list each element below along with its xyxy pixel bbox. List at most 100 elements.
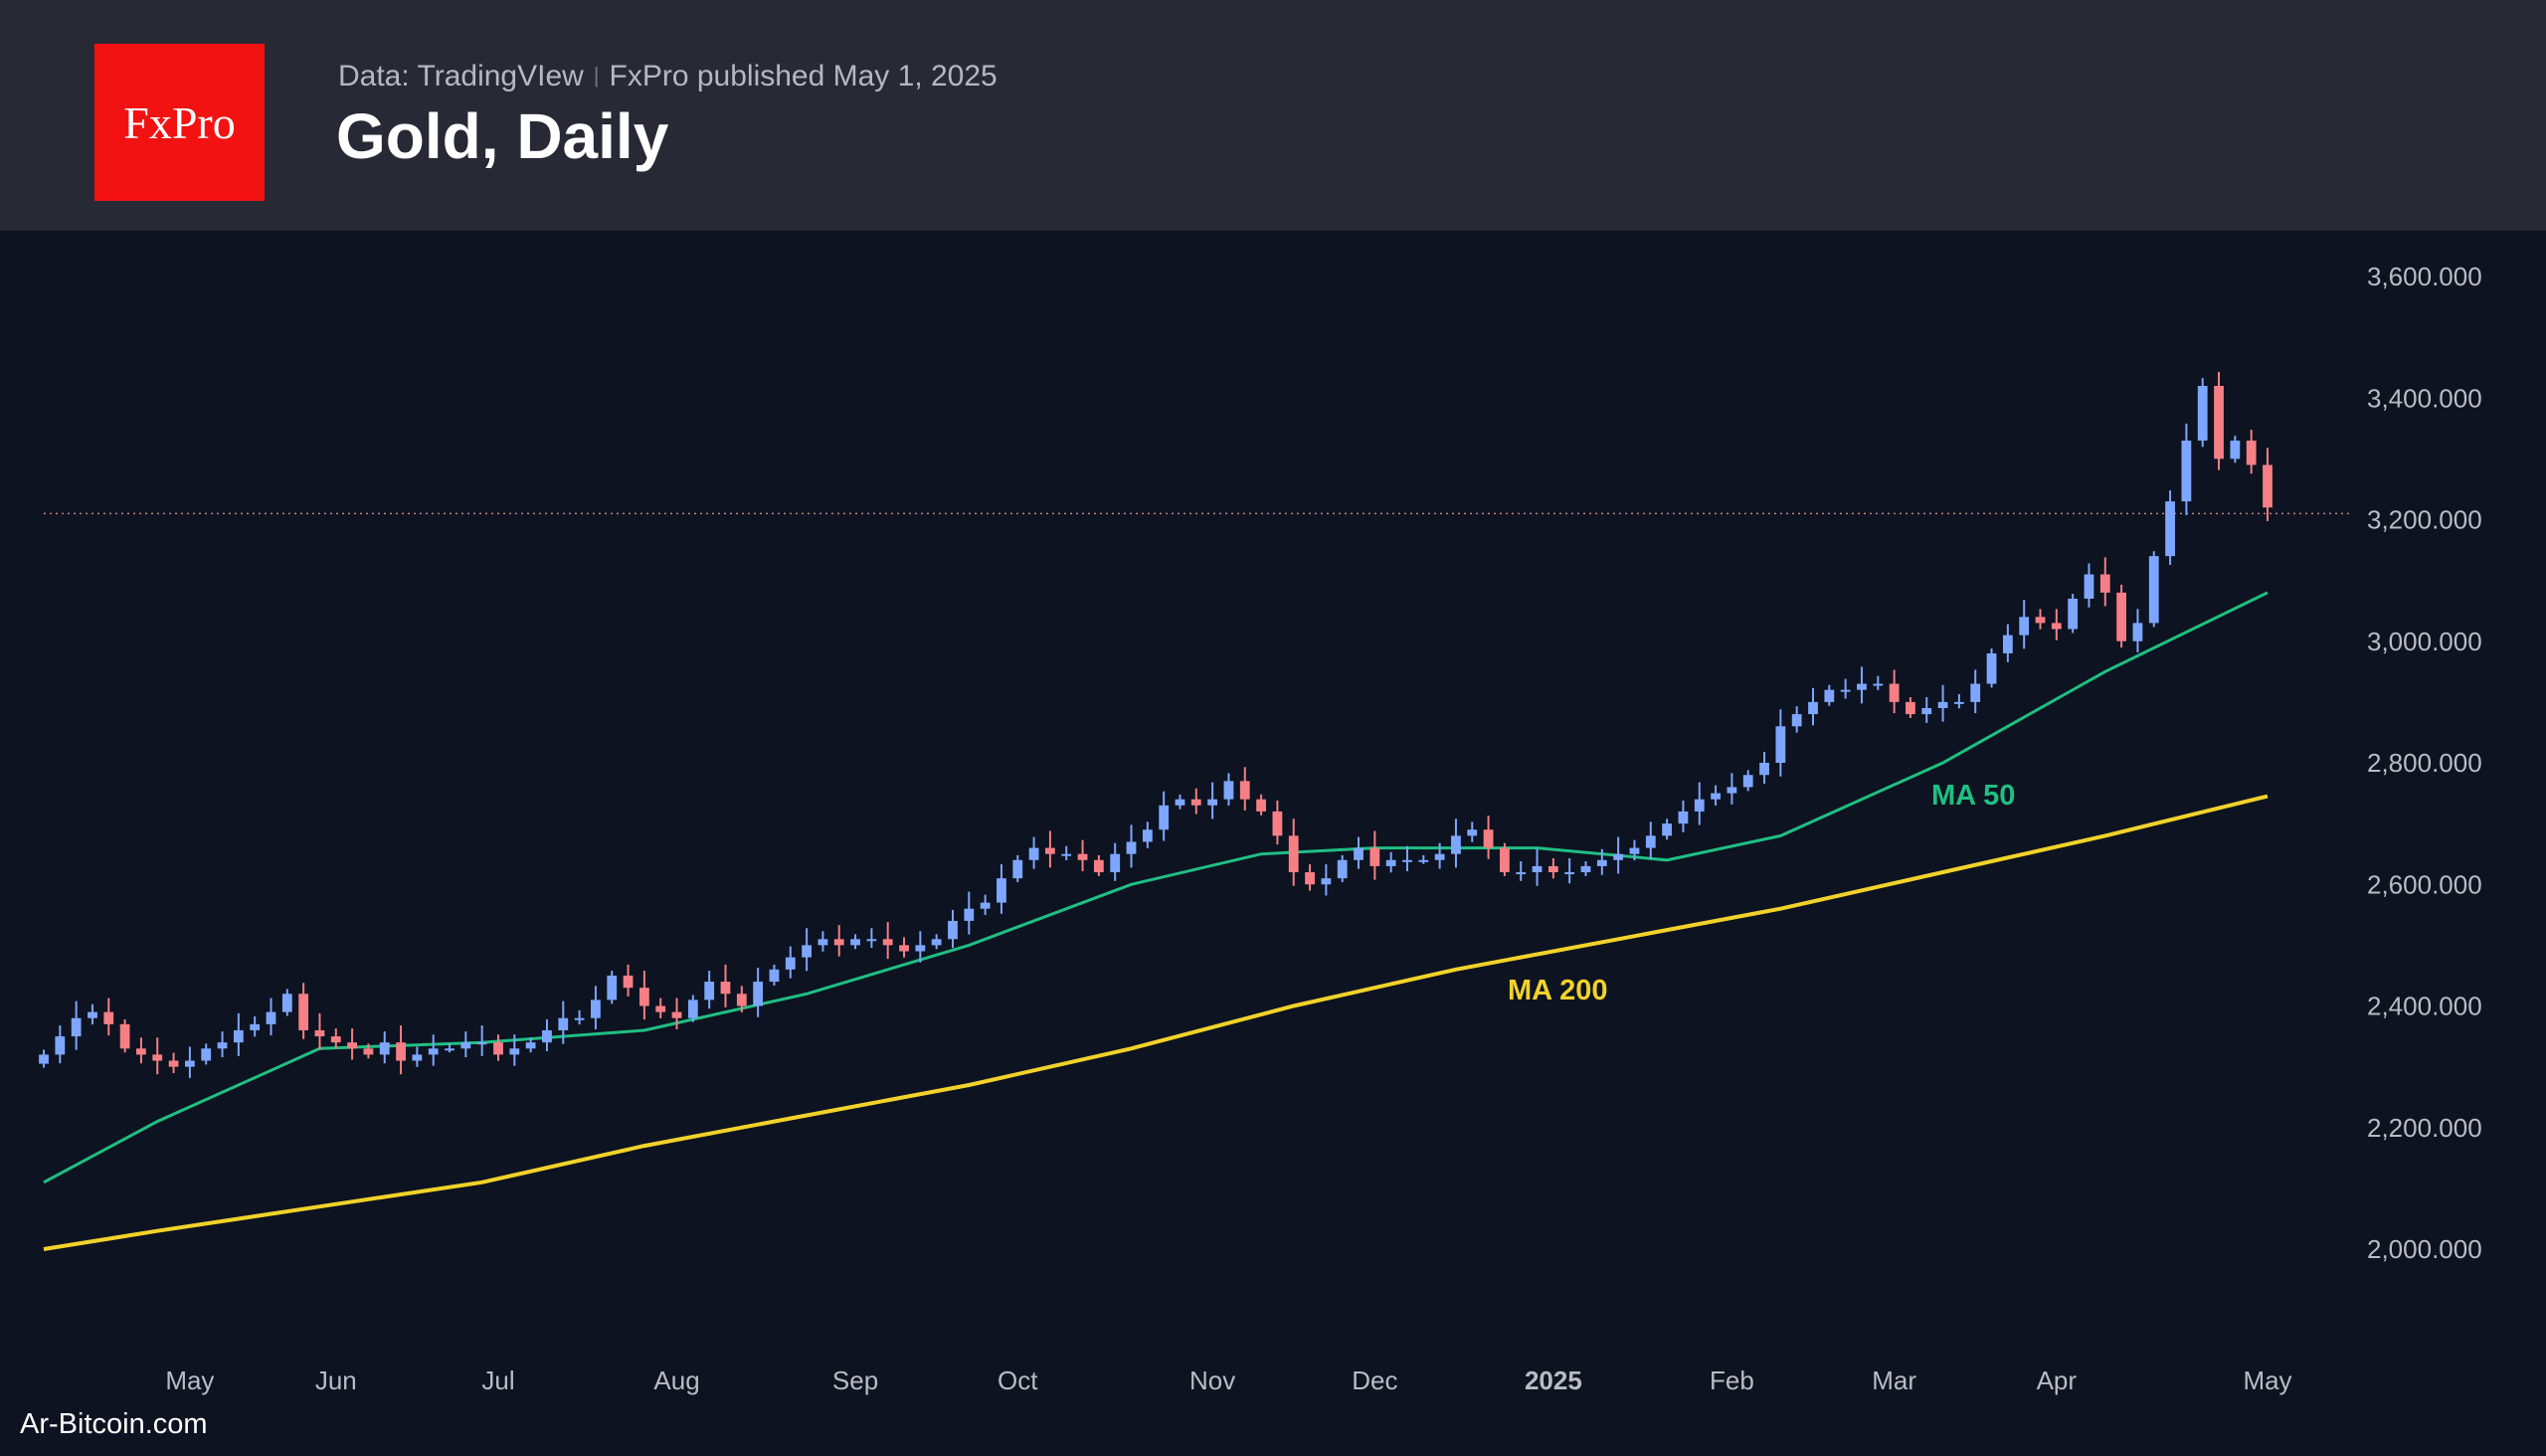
candle-body	[623, 975, 634, 989]
candle-body	[948, 920, 958, 940]
x-tick-label: Feb	[1710, 1365, 1754, 1395]
candle-body	[298, 994, 309, 1030]
candle	[1954, 693, 1964, 709]
candle-body	[1223, 781, 1234, 800]
candle	[1369, 830, 1380, 880]
candle	[2132, 609, 2143, 652]
candle	[525, 1037, 536, 1053]
candle	[1467, 821, 1478, 842]
candle	[314, 1012, 325, 1050]
candle	[1159, 791, 1170, 841]
ma200-label: MA 200	[1508, 975, 1607, 1006]
candle-body	[1402, 859, 1412, 862]
candle-body	[2132, 623, 2143, 641]
candle-body	[1711, 793, 1721, 800]
candle-body	[1321, 878, 1332, 885]
candle-body	[1190, 799, 1201, 806]
candle	[2214, 371, 2224, 470]
candle	[493, 1034, 503, 1061]
candle	[2019, 600, 2030, 649]
candle-body	[1613, 853, 1624, 860]
candle-body	[1937, 701, 1948, 708]
candle-body	[850, 939, 860, 946]
candle	[136, 1037, 146, 1064]
candle	[623, 964, 634, 997]
candle	[445, 1043, 455, 1053]
ma50-line	[43, 591, 2269, 1184]
x-tick-label: May	[165, 1365, 214, 1395]
candle-body	[655, 1005, 666, 1012]
candle	[1906, 696, 1915, 719]
candle	[1889, 669, 1900, 714]
candle-body	[1970, 683, 1981, 702]
candle-body	[445, 1048, 455, 1051]
candle	[1873, 675, 1884, 690]
candle	[850, 934, 860, 950]
candle-body	[2148, 556, 2159, 624]
candle	[250, 1015, 261, 1037]
candle	[1321, 864, 1332, 896]
candle-body	[1857, 683, 1867, 690]
candle	[363, 1043, 374, 1059]
candle-body	[88, 1011, 97, 1018]
candle	[330, 1028, 341, 1049]
candle-body	[1791, 714, 1802, 727]
price-chart: 3,600.000 3,400.000 3,200.000 3,000.000 2,80…	[39, 262, 2482, 1395]
candle	[1564, 857, 1575, 884]
candle-body	[1516, 872, 1527, 875]
candle	[785, 946, 796, 979]
candle	[1256, 794, 1266, 816]
candle-body	[184, 1060, 195, 1067]
candle	[1857, 666, 1867, 704]
candle-body	[997, 878, 1006, 903]
candle-body	[1077, 853, 1088, 860]
candle	[2181, 423, 2192, 515]
candle-body	[1385, 859, 1396, 866]
y-tick-label: 2,400.000	[2367, 992, 2482, 1021]
candle	[1759, 751, 1769, 785]
candle	[396, 1025, 406, 1075]
candle-body	[1532, 865, 1543, 873]
x-tick-label: Jul	[481, 1365, 514, 1395]
candle-body	[412, 1054, 423, 1061]
candle	[948, 909, 958, 949]
candle-body	[1564, 872, 1575, 875]
candle	[1223, 773, 1234, 807]
candle-body	[1061, 853, 1072, 856]
candle-body	[379, 1042, 390, 1055]
candle-body	[2181, 441, 2192, 502]
x-axis: May Jun Jul Aug Sep Oct Nov Dec 2025 Feb Mar Apr May	[165, 1365, 2291, 1395]
candle	[1500, 842, 1510, 876]
candle	[379, 1031, 390, 1064]
header: FxPro Data: TradingVIew | FxPro published …	[0, 0, 2546, 231]
candle	[509, 1034, 520, 1066]
candle-body	[1175, 799, 1185, 806]
candle	[1239, 767, 1250, 811]
candle-body	[1759, 763, 1769, 776]
candle-body	[1629, 847, 1640, 854]
candle	[1613, 836, 1624, 874]
candle	[1596, 848, 1607, 875]
candle-body	[1369, 847, 1380, 866]
candle	[1742, 770, 1753, 792]
x-tick-label: Mar	[1872, 1365, 1916, 1395]
candle-body	[2197, 386, 2208, 442]
candle	[266, 998, 276, 1036]
candle	[1093, 854, 1104, 876]
y-tick-label: 3,400.000	[2367, 383, 2482, 413]
candle-body	[1483, 829, 1494, 848]
candle-body	[1596, 859, 1607, 866]
candle	[2197, 378, 2208, 448]
candle-body	[281, 994, 292, 1012]
candle-body	[396, 1042, 406, 1061]
candle-body	[753, 982, 764, 1006]
candle	[1808, 687, 1818, 726]
candle-body	[931, 939, 942, 946]
candle-body	[119, 1023, 130, 1049]
candle-body	[1012, 859, 1023, 879]
candle	[2246, 430, 2257, 474]
candle	[298, 983, 309, 1039]
candle	[1110, 842, 1121, 881]
y-tick-label: 3,200.000	[2367, 505, 2482, 535]
candle-body	[460, 1042, 471, 1049]
